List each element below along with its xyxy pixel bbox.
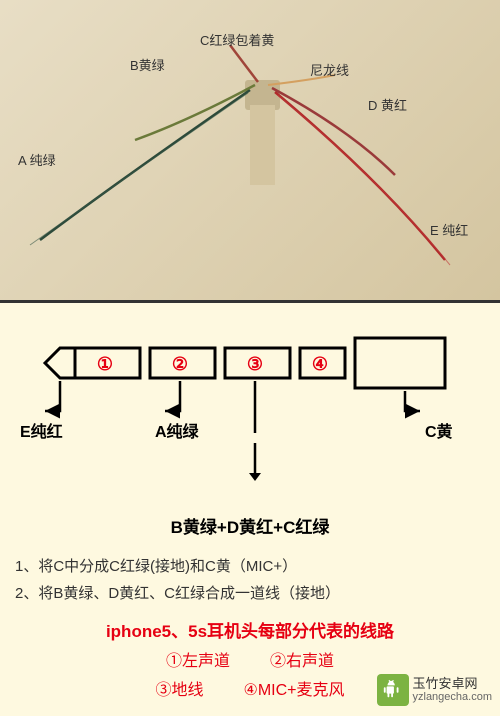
jack-label-e: E纯红 — [20, 418, 63, 442]
label-a: A 纯绿 — [18, 150, 56, 169]
wm-cn: 玉竹安卓网 — [413, 676, 493, 692]
jack-label-a: A纯绿 — [155, 418, 199, 442]
red-title: iphone5、5s耳机头每部分代表的线路 — [15, 617, 485, 642]
combo-arrow — [25, 443, 475, 493]
label-d: D 黄红 — [368, 95, 407, 114]
instruction-2: 2、将B黄绿、D黄红、C红绿合成一道线（接地） — [15, 580, 485, 607]
wm-url: yzlangecha.com — [413, 691, 493, 704]
wire-e — [275, 92, 445, 260]
watermark: 玉竹安卓网 yzlangecha.com — [377, 674, 493, 706]
label-nylon: 尼龙线 — [310, 60, 349, 79]
wire-c — [230, 45, 258, 82]
label-e: E 纯红 — [430, 220, 468, 239]
instructions: 1、将C中分成C红绿(接地)和C黄（MIC+） 2、将B黄绿、D黄红、C红绿合成… — [15, 553, 485, 607]
wire-b — [135, 85, 255, 140]
jack-svg: ① ② ③ ④ — [25, 323, 475, 433]
wire-photo-section: A 纯绿 B黄绿 C红绿包着黄 尼龙线 D 黄红 E 纯红 — [0, 0, 500, 300]
channel-row-1: ①左声道 ②右声道 — [15, 647, 485, 671]
diagram-section: ① ② ③ ④ E纯红 A纯绿 C黄 B黄绿+D黄红+C红绿 — [0, 303, 500, 716]
ch4: ④MIC+麦克风 — [243, 676, 344, 700]
ch1: ①左声道 — [166, 647, 230, 671]
android-icon — [377, 674, 409, 706]
ch3: ③地线 — [155, 676, 203, 700]
seg-3: ③ — [247, 354, 263, 374]
seg-2: ② — [172, 354, 188, 374]
ch2: ②右声道 — [270, 647, 334, 671]
seg-1: ① — [97, 354, 113, 374]
jack-label-c: C黄 — [425, 418, 453, 442]
instruction-1: 1、将C中分成C红绿(接地)和C黄（MIC+） — [15, 553, 485, 580]
jack-diagram: ① ② ③ ④ E纯红 A纯绿 C黄 — [15, 323, 485, 433]
label-c: C红绿包着黄 — [200, 30, 274, 49]
seg-4: ④ — [312, 354, 328, 374]
label-b: B黄绿 — [130, 55, 165, 74]
watermark-text: 玉竹安卓网 yzlangecha.com — [413, 676, 493, 705]
combo-label: B黄绿+D黄红+C红绿 — [15, 513, 485, 538]
